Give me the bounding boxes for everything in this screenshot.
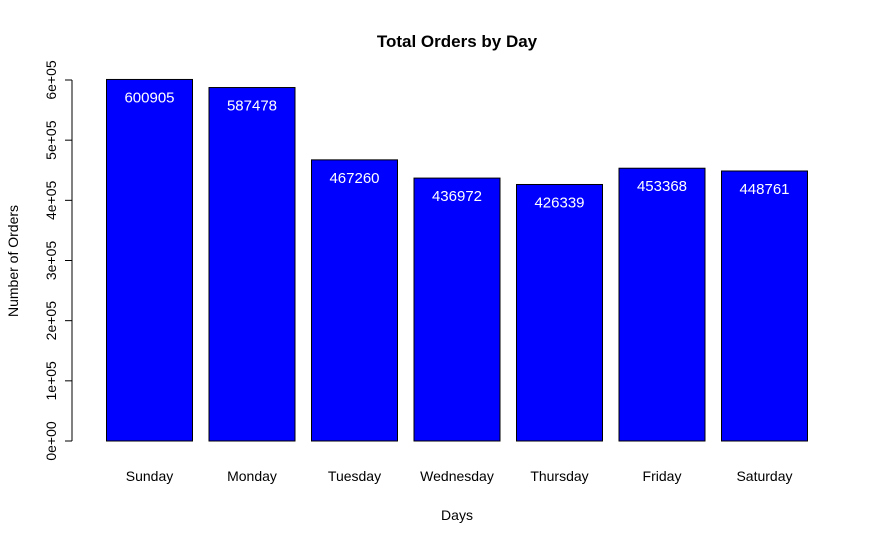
y-axis-label: Number of Orders: [5, 205, 21, 317]
x-tick-label: Wednesday: [420, 468, 494, 484]
bar-tuesday: [311, 159, 398, 442]
x-tick-label: Friday: [643, 468, 682, 484]
chart-title: Total Orders by Day: [377, 32, 538, 51]
y-tick-label: 3e+05: [43, 241, 59, 281]
data-label: 453368: [637, 178, 687, 195]
bar-thursday: [516, 183, 603, 442]
x-tick-label: Tuesday: [328, 468, 381, 484]
data-label: 600905: [124, 89, 174, 106]
y-tick-label: 5e+05: [43, 120, 59, 160]
bar-friday: [618, 167, 706, 442]
bars-group: 600905 587478 467260 436972 426339 453368 4487…: [106, 78, 808, 442]
y-tick-label: 2e+05: [43, 301, 59, 341]
bar-sunday: [106, 78, 193, 442]
data-label: 436972: [432, 188, 482, 205]
y-tick-label: 1e+05: [43, 361, 59, 401]
x-tick-label: Sunday: [126, 468, 173, 484]
data-label: 426339: [534, 194, 584, 211]
bar-wednesday: [413, 177, 501, 442]
bar-saturday: [721, 170, 808, 442]
x-tick-labels: Sunday Monday Tuesday Wednesday Thursday Frid…: [126, 468, 793, 484]
y-tick-label: 0e+00: [43, 421, 59, 461]
y-tick-label: 4e+05: [43, 180, 59, 220]
y-tick-label: 6e+05: [43, 60, 59, 100]
data-label: 448761: [739, 181, 789, 198]
x-tick-label: Saturday: [736, 468, 792, 484]
x-tick-label: Thursday: [530, 468, 588, 484]
y-axis: 0e+00 1e+05 2e+05 3e+05 4e+05 5e+05 6e+05: [43, 60, 73, 461]
x-tick-label: Monday: [227, 468, 277, 484]
bar-monday: [208, 87, 296, 442]
x-axis-label: Days: [441, 507, 473, 523]
data-label: 587478: [227, 98, 277, 115]
data-label: 467260: [329, 170, 379, 187]
